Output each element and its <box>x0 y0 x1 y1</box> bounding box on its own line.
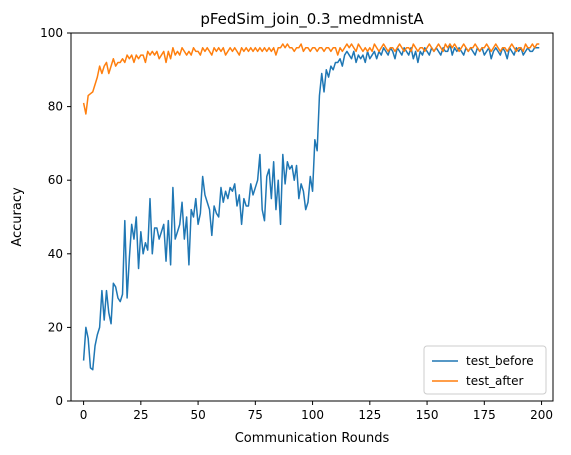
x-tick-label: 125 <box>358 408 381 422</box>
y-tick-label: 40 <box>48 247 63 261</box>
x-tick-label: 25 <box>133 408 148 422</box>
series-line-test_before <box>82 43 540 371</box>
x-tick-label: 175 <box>473 408 496 422</box>
y-tick-label: 60 <box>48 173 63 187</box>
series-lines <box>82 43 540 371</box>
y-tick-label: 100 <box>40 26 63 40</box>
legend-box <box>423 345 547 395</box>
x-axis-label: Communication Rounds <box>235 431 390 446</box>
y-tick-label: 20 <box>48 320 63 334</box>
x-tick-label: 0 <box>80 408 88 422</box>
x-tick-label: 50 <box>190 408 205 422</box>
y-axis-label: Accuracy <box>10 187 25 247</box>
x-axis-ticks: 0 25 50 75 100 125 150 175 200 <box>80 401 553 422</box>
legend-label-test_after: test_after <box>466 374 524 388</box>
legend: test_before test_after <box>423 345 547 395</box>
x-tick-label: 200 <box>530 408 553 422</box>
x-tick-label: 75 <box>248 408 263 422</box>
chart-title: pFedSim_join_0.3_medmnistA <box>200 10 424 29</box>
series-line-test_after <box>82 43 540 115</box>
legend-label-test_before: test_before <box>466 354 534 368</box>
x-tick-label: 100 <box>301 408 324 422</box>
plot-frame <box>70 32 554 402</box>
x-tick-label: 150 <box>416 408 439 422</box>
y-tick-label: 80 <box>48 100 63 114</box>
y-axis-ticks: 0 20 40 60 80 100 <box>40 26 71 408</box>
y-tick-label: 0 <box>55 394 63 408</box>
